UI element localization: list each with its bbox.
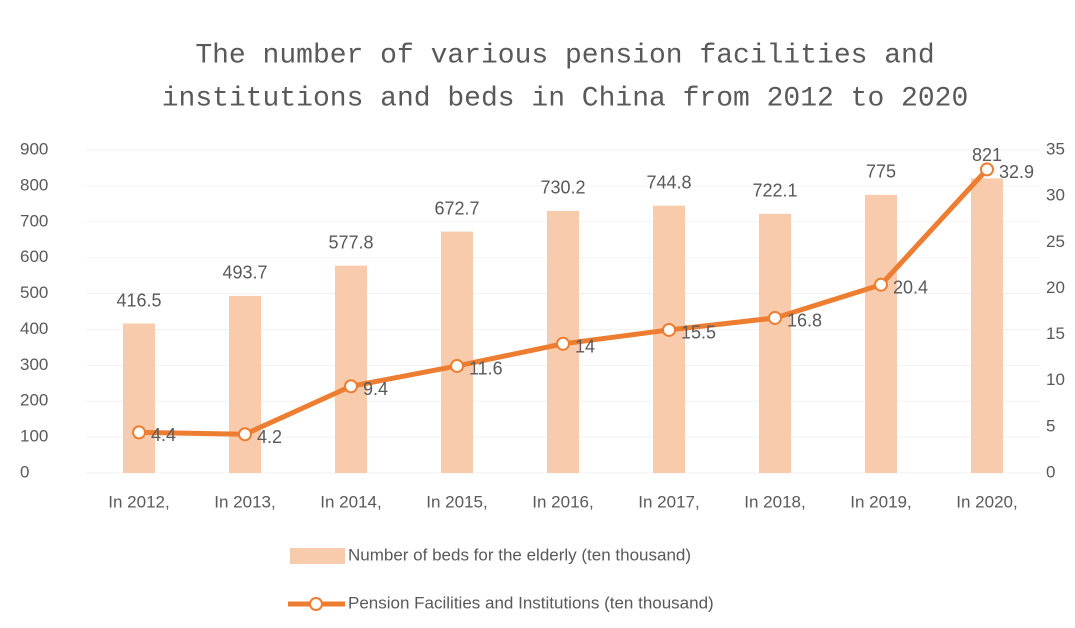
x-tick-label: In 2014, [320, 492, 381, 511]
bar [759, 213, 791, 474]
x-tick-label: In 2017, [638, 492, 699, 511]
y2-tick-label: 35 [1046, 139, 1065, 158]
y-tick-label: 0 [20, 462, 29, 481]
legend-label: Pension Facilities and Institutions (ten… [348, 593, 714, 612]
data-label: 9.4 [363, 379, 388, 399]
data-label: 4.4 [151, 425, 176, 445]
y2-tick-label: 25 [1046, 232, 1065, 251]
data-label: 577.8 [328, 232, 373, 252]
x-tick-label: In 2012, [108, 492, 169, 511]
data-label: 20.4 [893, 277, 928, 297]
line-marker [662, 322, 676, 337]
legend-label: Number of beds for the elderly (ten thou… [348, 545, 691, 564]
data-label: 493.7 [222, 263, 267, 283]
y-tick-label: 100 [20, 427, 48, 446]
x-tick-label: In 2016, [532, 492, 593, 511]
y-tick-label: 900 [20, 139, 48, 158]
data-label: 775 [866, 162, 896, 182]
chart-title: institutions and beds in China from 2012… [162, 83, 969, 114]
y-tick-label: 300 [20, 355, 48, 374]
bar [441, 231, 473, 473]
data-label: 416.5 [116, 290, 161, 310]
x-tick-label: In 2020, [956, 492, 1017, 511]
y2-tick-label: 0 [1046, 462, 1055, 481]
y-tick-label: 600 [20, 247, 48, 266]
data-label: 32.9 [999, 162, 1034, 182]
line-marker [344, 379, 358, 394]
bar [971, 178, 1003, 473]
chart-title: The number of various pension facilities… [195, 40, 934, 71]
y2-tick-label: 5 [1046, 416, 1055, 435]
y2-tick-label: 10 [1046, 370, 1065, 389]
line-marker [238, 427, 252, 442]
data-label: 722.1 [752, 181, 797, 201]
x-tick-label: In 2019, [850, 492, 911, 511]
y2-tick-label: 30 [1046, 186, 1065, 205]
data-label: 730.2 [540, 178, 585, 198]
line-marker [450, 358, 464, 373]
data-label: 672.7 [434, 198, 479, 218]
bar [653, 205, 685, 473]
line-marker [980, 162, 994, 177]
y2-tick-label: 20 [1046, 278, 1065, 297]
line-marker [768, 310, 782, 325]
bar [123, 323, 155, 473]
line-marker [556, 336, 570, 351]
legend-swatch [309, 597, 323, 611]
x-tick-label: In 2013, [214, 492, 275, 511]
legend-swatch [290, 548, 345, 564]
data-label: 744.8 [646, 172, 691, 192]
line-marker [132, 425, 146, 440]
data-label: 821 [972, 145, 1002, 165]
y-tick-label: 400 [20, 319, 48, 338]
data-label: 15.5 [681, 323, 716, 343]
y-tick-label: 200 [20, 391, 48, 410]
y-tick-label: 800 [20, 175, 48, 194]
x-tick-label: In 2015, [426, 492, 487, 511]
y-tick-label: 700 [20, 211, 48, 230]
data-label: 14 [575, 337, 595, 357]
bar [229, 295, 261, 473]
y-tick-label: 500 [20, 283, 48, 302]
line-marker [874, 277, 888, 292]
data-label: 4.2 [257, 427, 282, 447]
data-label: 16.8 [787, 311, 822, 331]
bar [865, 194, 897, 473]
data-label: 11.6 [469, 359, 503, 379]
x-tick-label: In 2018, [744, 492, 805, 511]
y2-tick-label: 15 [1046, 324, 1065, 343]
bar [335, 265, 367, 473]
